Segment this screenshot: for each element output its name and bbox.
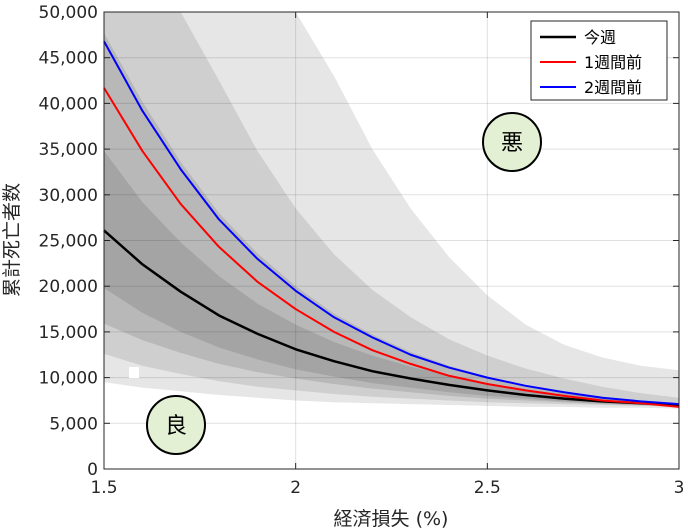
legend-label-this-week: 今週 (584, 28, 616, 47)
small-marker (129, 367, 139, 378)
annotation-good-circle (146, 395, 206, 455)
series-line-2 (103, 40, 680, 406)
x-tick-label-0: 1.5 (90, 478, 117, 498)
x-tick-label-3: 3 (674, 478, 685, 498)
x-tick-label-1: 2 (290, 478, 301, 498)
y-tick-label-6: 30,000 (39, 186, 98, 206)
y-tick-label-5: 25,000 (39, 232, 98, 252)
band-3 (104, 150, 679, 406)
y-tick-label-1: 5,000 (49, 414, 98, 434)
legend: 今週 1週間前 2週間前 (530, 20, 668, 101)
y-tick-label-9: 45,000 (39, 49, 98, 69)
y-tick-label-10: 50,000 (39, 3, 98, 23)
legend-item-1-week-ago: 1週間前 (540, 53, 642, 72)
y-tick-label-3: 15,000 (39, 323, 98, 343)
y-tick-label-8: 40,000 (39, 94, 98, 114)
series-line-1 (103, 87, 680, 408)
legend-label-1-week-ago: 1週間前 (584, 53, 642, 72)
y-tick-label-2: 10,000 (39, 369, 98, 389)
series-line-0 (103, 229, 680, 407)
legend-label-2-weeks-ago: 2週間前 (584, 78, 642, 97)
y-axis-label: 累計死亡者数 (1, 183, 23, 297)
x-tick-label-2: 2.5 (474, 478, 501, 498)
annotation-good-label: 良 (165, 414, 187, 439)
x-axis-label: 経済損失 (%) (334, 508, 449, 530)
y-tick-label-4: 20,000 (39, 277, 98, 297)
y-axis-ticks: 0 5,000 10,000 15,000 20,000 25,000 30,000 35,0… (39, 3, 679, 480)
y-tick-label-0: 0 (87, 460, 98, 480)
legend-item-2-weeks-ago: 2週間前 (540, 78, 642, 97)
x-axis-ticks: 1.5 2 2.5 3 (90, 12, 684, 498)
confidence-bands (104, 12, 679, 409)
legend-item-this-week: 今週 (540, 28, 616, 47)
annotation-bad-label: 悪 (501, 131, 523, 156)
y-tick-label-7: 35,000 (39, 140, 98, 160)
annotation-bad-circle (482, 112, 542, 172)
annotation-good: 良 (146, 395, 206, 455)
annotation-bad: 悪 (482, 112, 542, 172)
series-lines (103, 40, 680, 408)
